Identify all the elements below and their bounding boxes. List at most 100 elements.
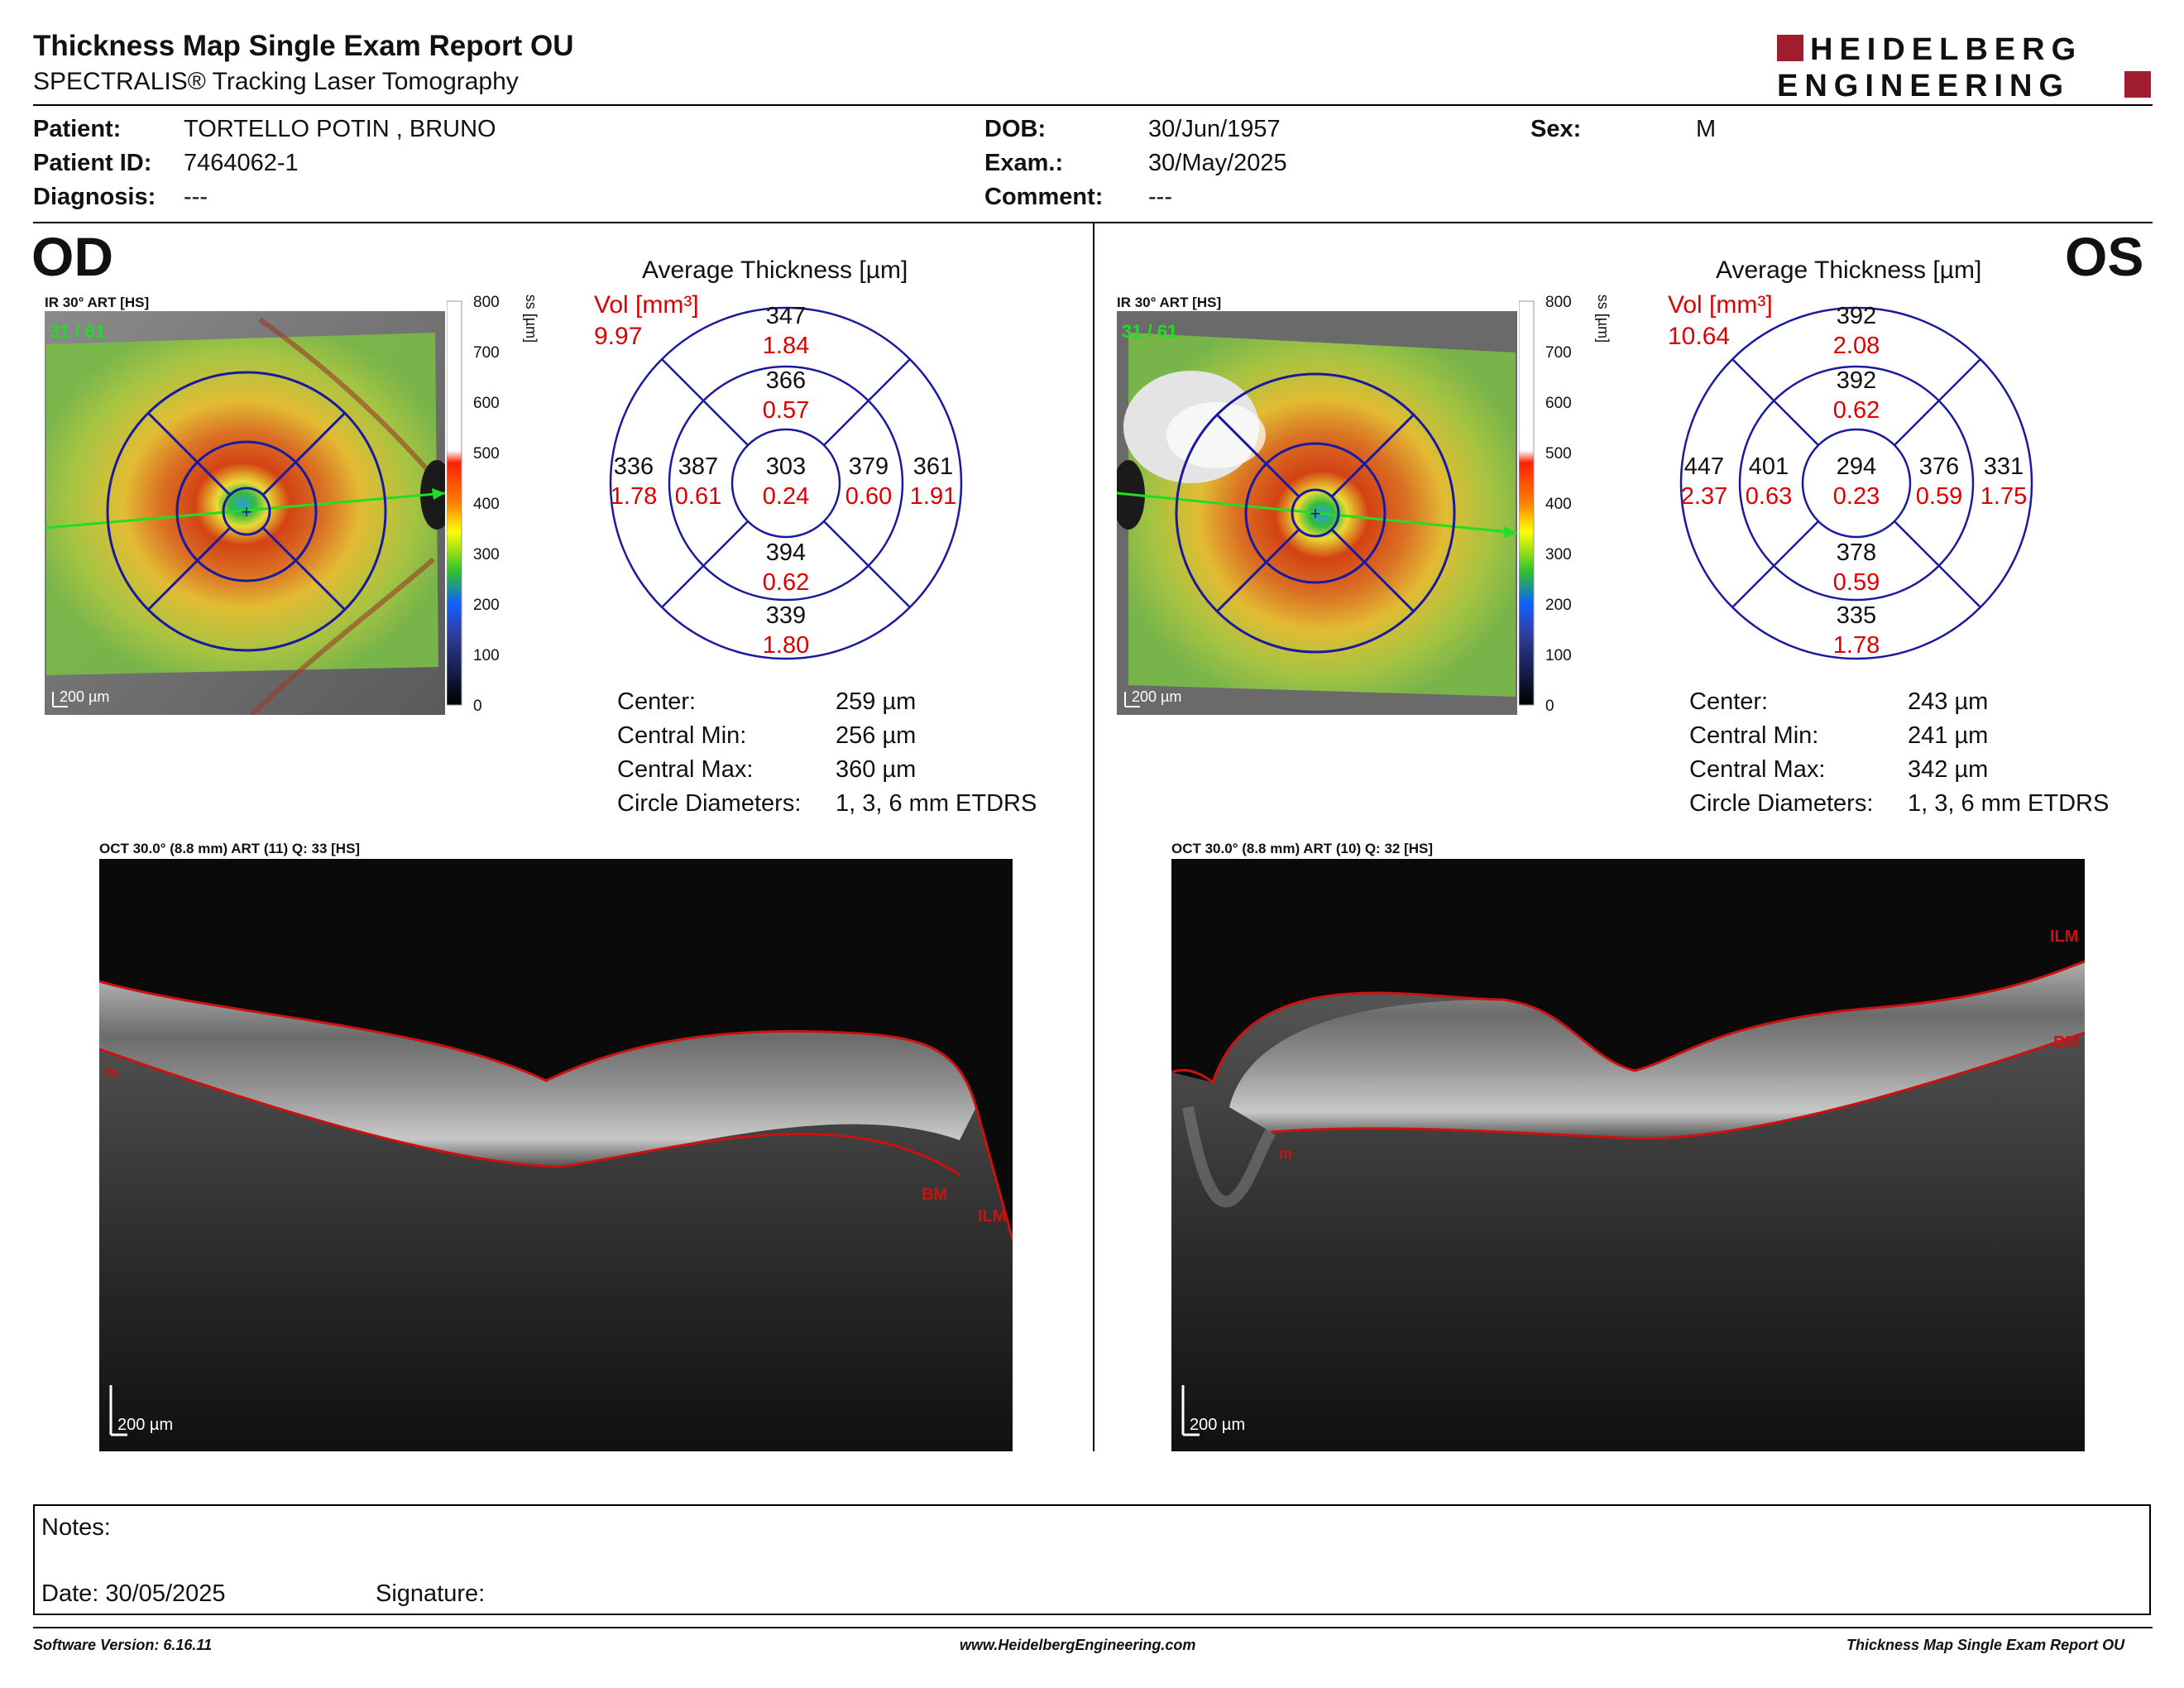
sector-inner-top-os: 392 [1836, 367, 1877, 394]
svg-text:600: 600 [1545, 395, 1572, 412]
frame-counter-od: 31 / 61 [50, 321, 105, 342]
svg-text:Retina Thickness [µm]: Retina Thickness [µm] [1595, 295, 1612, 343]
sector-inner-right-vol-os: 0.59 [1915, 483, 1963, 510]
svg-text:200: 200 [1545, 597, 1572, 614]
sector-inner-top-vol-od: 0.57 [762, 397, 810, 424]
sector-center-od: 303 [765, 453, 807, 480]
sector-inner-right-vol-od: 0.60 [845, 483, 893, 510]
svg-text:200 µm: 200 µm [1190, 1416, 1245, 1434]
sector-outer-right-vol-os: 1.75 [1980, 483, 2028, 510]
svg-text:HEIDELBERG: HEIDELBERG [1810, 32, 2082, 67]
stat-max-label-od: Central Max: [617, 756, 754, 783]
svg-text:Retina Thickness [µm]: Retina Thickness [µm] [523, 295, 539, 343]
fundus-image-os: + 31 / 61 200 µm [1112, 311, 1518, 715]
patient-id: 7464062-1 [184, 150, 299, 176]
patient-label: Patient: [33, 116, 122, 142]
svg-text:400: 400 [473, 496, 500, 513]
comment-label: Comment: [984, 184, 1104, 210]
dob-value: 30/Jun/1957 [1148, 116, 1281, 142]
eye-label-os: OS [2065, 226, 2144, 287]
footer-version: Software Version: 6.16.11 [33, 1637, 213, 1653]
exam-label: Exam.: [984, 150, 1064, 176]
svg-text:500: 500 [1545, 445, 1572, 463]
svg-text:ILM: ILM [978, 1207, 1006, 1225]
circle-title-os: Average Thickness [µm] [1716, 257, 1982, 284]
sector-inner-left-od: 387 [678, 453, 719, 480]
notes-date: Date: 30/05/2025 [41, 1580, 226, 1607]
etdrs-grid-od [594, 291, 978, 675]
thickness-color-scale-os: 800 700 600 500 400 300 200 100 0 Retina… [1518, 195, 1660, 720]
sector-inner-bottom-vol-os: 0.59 [1832, 569, 1880, 596]
svg-text:100: 100 [1545, 647, 1572, 664]
stat-center-label-od: Center: [617, 688, 697, 715]
svg-text:BM: BM [2053, 1033, 2079, 1052]
heidelberg-logo: HEIDELBERG ENGINEERING [1777, 30, 2153, 103]
exam-date: 30/May/2025 [1148, 150, 1287, 176]
sector-outer-top-od: 347 [765, 303, 807, 329]
comment-value: --- [1148, 184, 1172, 210]
svg-text:700: 700 [1545, 344, 1572, 362]
sector-center-os: 294 [1836, 453, 1877, 480]
signature-label: Signature: [376, 1580, 486, 1607]
report-subtitle: SPECTRALIS® Tracking Laser Tomography [33, 68, 519, 95]
stat-min-label-os: Central Min: [1689, 722, 1819, 749]
stat-diam-value-od: 1, 3, 6 mm ETDRS [836, 790, 1037, 817]
svg-text:700: 700 [473, 344, 500, 362]
svg-text:ILM: ILM [2050, 928, 2078, 946]
stat-diam-label-os: Circle Diameters: [1689, 790, 1874, 817]
svg-text:BM: BM [922, 1186, 947, 1204]
sector-outer-right-os: 331 [1983, 453, 2024, 480]
eye-label-od: OD [31, 226, 113, 287]
svg-text:600: 600 [473, 395, 500, 412]
svg-text:200: 200 [473, 597, 500, 614]
stat-center-value-od: 259 µm [836, 688, 917, 715]
stat-center-label-os: Center: [1689, 688, 1769, 715]
footer-report-name: Thickness Map Single Exam Report OU [1846, 1637, 2125, 1653]
fundus-label-od: IR 30° ART [HS] [45, 295, 150, 310]
sector-inner-top-vol-os: 0.62 [1832, 397, 1880, 424]
notes-box[interactable]: Notes: Date: 30/05/2025 Signature: [33, 1504, 2151, 1615]
sector-outer-left-os: 447 [1684, 453, 1725, 480]
stat-max-value-os: 342 µm [1908, 756, 1989, 783]
sector-outer-top-vol-os: 2.08 [1832, 333, 1880, 359]
stat-min-value-od: 256 µm [836, 722, 917, 749]
sector-outer-right-od: 361 [912, 453, 954, 480]
stat-max-label-os: Central Max: [1689, 756, 1826, 783]
diagnosis-value: --- [184, 184, 208, 210]
svg-text:100: 100 [473, 647, 500, 664]
patient-id-label: Patient ID: [33, 150, 152, 176]
sex-label: Sex: [1530, 116, 1582, 142]
sector-center-vol-os: 0.23 [1832, 483, 1880, 510]
sector-outer-top-os: 392 [1836, 303, 1877, 329]
eye-divider [1093, 223, 1094, 1451]
sector-inner-right-od: 379 [848, 453, 889, 480]
sector-outer-left-vol-os: 2.37 [1680, 483, 1728, 510]
sector-inner-left-vol-os: 0.63 [1745, 483, 1793, 510]
svg-text:300: 300 [473, 546, 500, 563]
svg-text:0: 0 [473, 698, 482, 715]
sector-outer-bottom-vol-os: 1.78 [1832, 632, 1880, 659]
sector-inner-bottom-os: 378 [1836, 539, 1877, 566]
oct-label-os: OCT 30.0° (8.8 mm) ART (10) Q: 32 [HS] [1171, 841, 1434, 856]
svg-text:ENGINEERING: ENGINEERING [1777, 69, 2070, 101]
vol-label-od: Vol [mm³] [594, 291, 699, 319]
stat-max-value-od: 360 µm [836, 756, 917, 783]
svg-text:+: + [242, 501, 252, 522]
stat-center-value-os: 243 µm [1908, 688, 1989, 715]
sector-outer-left-vol-od: 1.78 [610, 483, 658, 510]
notes-label: Notes: [41, 1514, 111, 1541]
svg-text:800: 800 [473, 295, 500, 311]
fundus-scalebar-od: 200 µm [60, 688, 109, 705]
vol-label-os: Vol [mm³] [1668, 291, 1773, 319]
oct-scan-od: ILM BM m 200 µm [99, 859, 1013, 1451]
oct-scan-os: ILM BM m 200 µm [1171, 859, 2085, 1451]
sector-inner-top-od: 366 [765, 367, 807, 394]
svg-text:200 µm: 200 µm [117, 1416, 173, 1434]
svg-text:m: m [104, 1064, 117, 1081]
oct-label-od: OCT 30.0° (8.8 mm) ART (11) Q: 33 [HS] [99, 841, 361, 856]
sector-inner-right-os: 376 [1918, 453, 1960, 480]
sector-center-vol-od: 0.24 [762, 483, 810, 510]
fundus-image-od: + 31 / 61 200 µm [44, 311, 453, 717]
footer-website[interactable]: www.HeidelbergEngineering.com [960, 1637, 1196, 1653]
fundus-scalebar-os: 200 µm [1132, 688, 1181, 705]
